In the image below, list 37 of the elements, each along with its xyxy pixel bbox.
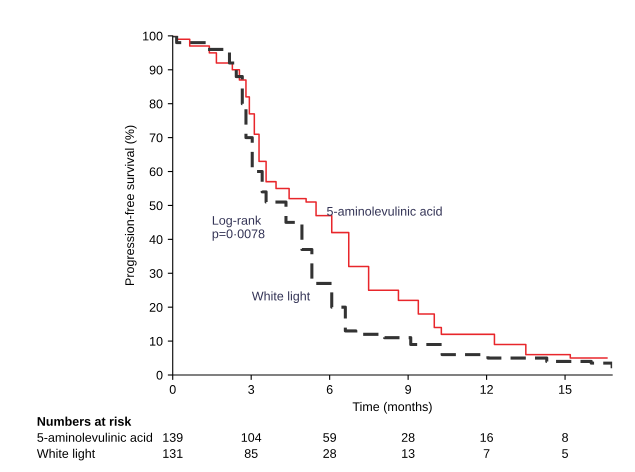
- y-tick-label: 10: [150, 336, 163, 346]
- x-tick-label: 12: [480, 385, 493, 394]
- y-tick-label: 90: [150, 66, 163, 74]
- text: 5-aminolevulinic acid: [37, 432, 152, 442]
- annotation: Log-rank p=0·0078: [212, 216, 264, 241]
- y-axis-title: Progression-free survival (%): [124, 126, 137, 285]
- x-tick-label: 0: [170, 385, 176, 394]
- series-label: White light: [252, 291, 310, 303]
- x-tick-label: 3: [248, 385, 254, 394]
- text: 85: [244, 449, 258, 458]
- text: 8: [562, 433, 568, 442]
- y-tick-label: 30: [150, 269, 163, 278]
- text: White light: [36, 448, 96, 460]
- text: 104: [242, 433, 262, 442]
- y-tick-label: 50: [150, 201, 163, 210]
- text: 28: [323, 449, 336, 458]
- series-label: 5-aminolevulinic acid: [327, 206, 442, 216]
- text: 16: [480, 433, 493, 442]
- text: 59: [323, 433, 336, 442]
- text: Numbers at risk: [38, 416, 132, 426]
- text: 7: [484, 449, 490, 458]
- y-tick-label: 70: [150, 133, 163, 142]
- text: 131: [163, 449, 183, 458]
- x-axis-title: Time (months): [352, 402, 432, 414]
- x-tick-label: 15: [559, 385, 572, 394]
- text: 28: [402, 433, 415, 442]
- x-tick-label: 6: [326, 385, 333, 394]
- text: 13: [402, 449, 415, 458]
- y-tick-label: 80: [150, 100, 163, 108]
- y-tick-label: 0: [156, 370, 163, 380]
- y-tick-label: 20: [150, 302, 163, 312]
- text: 5: [562, 449, 568, 458]
- y-tick-label: 40: [149, 235, 163, 244]
- y-tick-label: 100: [143, 32, 163, 41]
- x-tick-label: 9: [405, 385, 412, 394]
- text: 139: [163, 433, 183, 442]
- y-tick-label: 60: [150, 167, 163, 176]
